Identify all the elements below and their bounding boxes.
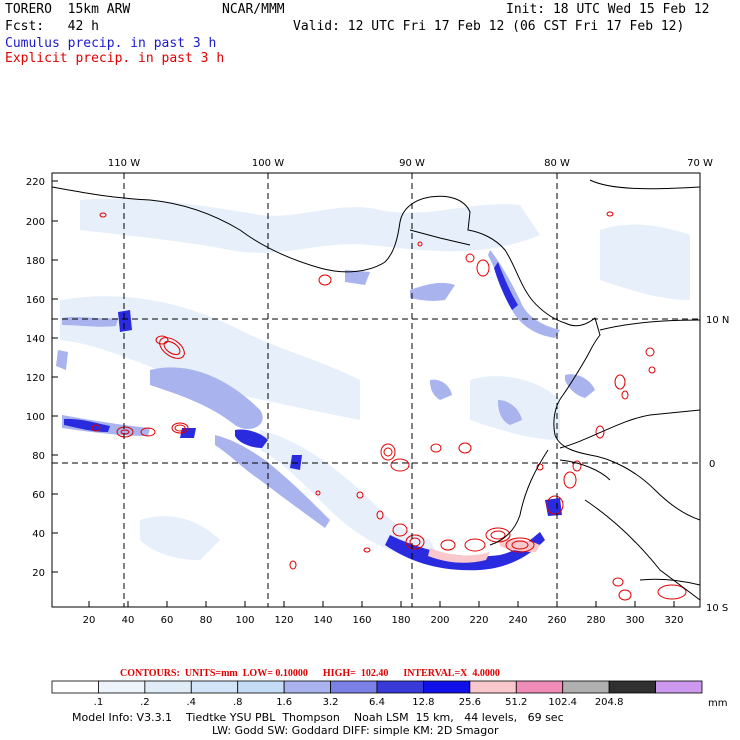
x-tick-label: 60 xyxy=(161,615,174,626)
colorbar-label: 6.4 xyxy=(369,697,385,708)
x-tick-label: 160 xyxy=(352,615,371,626)
x-tick-label: 220 xyxy=(469,615,488,626)
colorbar-swatch xyxy=(51,680,99,694)
lon-label: 80 W xyxy=(544,158,570,169)
lat-label: 0 xyxy=(709,459,715,470)
colorbar-label: 102.4 xyxy=(548,697,577,708)
x-tick-label: 40 xyxy=(122,615,135,626)
x-tick-label: 100 xyxy=(235,615,254,626)
y-tick-label: 40 xyxy=(32,529,45,540)
model-title: TORERO 15km ARW xyxy=(5,2,131,17)
y-tick-label: 80 xyxy=(32,451,45,462)
x-tick-label: 80 xyxy=(200,615,213,626)
colorbar-label: 51.2 xyxy=(505,697,527,708)
colorbar-swatch xyxy=(376,680,424,694)
colorbar-swatch xyxy=(144,680,192,694)
colorbar-label: 204.8 xyxy=(595,697,624,708)
colorbar-swatch xyxy=(562,680,610,694)
x-tick-label: 200 xyxy=(430,615,449,626)
y-tick-label: 140 xyxy=(26,334,45,345)
colorbar-swatch xyxy=(190,680,239,694)
coastlines xyxy=(51,179,701,601)
x-tick-label: 280 xyxy=(586,615,605,626)
color-bar: .1 .2 .4 .8 1.6 3.2 6.4 12.8 25.6 51.2 102.4 204.8 xyxy=(51,680,703,708)
x-tick-label: 300 xyxy=(625,615,644,626)
colorbar-swatch xyxy=(330,680,378,694)
colorbar-label: 1.6 xyxy=(276,697,292,708)
colorbar-swatch xyxy=(283,680,331,694)
x-tick-label: 320 xyxy=(664,615,683,626)
colorbar-swatch xyxy=(237,680,285,694)
y-tick-label: 60 xyxy=(32,490,45,501)
valid-time: Valid: 12 UTC Fri 17 Feb 12 (06 CST Fri … xyxy=(293,19,685,34)
contours-info: CONTOURS: UNITS=mm LOW= 0.10000 HIGH= 10… xyxy=(120,668,500,679)
lon-label: 100 W xyxy=(252,158,284,169)
colorbar-label: 3.2 xyxy=(323,697,339,708)
x-tick-label: 260 xyxy=(547,615,566,626)
lon-label: 90 W xyxy=(399,158,425,169)
colorbar-swatch xyxy=(608,680,656,694)
colorbar-swatch xyxy=(98,680,146,694)
y-tick-label: 160 xyxy=(26,295,45,306)
explicit-precip-contours xyxy=(91,211,687,601)
organization-label: NCAR/MMM xyxy=(222,2,285,17)
lon-label: 110 W xyxy=(108,158,140,169)
colorbar-swatch xyxy=(515,680,564,694)
model-info-line1: Model Info: V3.3.1 Tiedtke YSU PBL Thomp… xyxy=(72,711,564,724)
colorbar-label: .2 xyxy=(140,697,150,708)
x-tick-label: 240 xyxy=(508,615,527,626)
y-tick-label: 200 xyxy=(26,217,45,228)
x-tick-labels: 20 40 60 80 100 120 140 160 180 200 220 … xyxy=(83,615,684,626)
init-time: Init: 18 UTC Wed 15 Feb 12 xyxy=(506,2,710,17)
y-tick-label: 20 xyxy=(32,568,45,579)
x-tick-label: 20 xyxy=(83,615,96,626)
explicit-precip-fill xyxy=(428,539,540,563)
y-tick-label: 180 xyxy=(26,256,45,267)
y-tick-label: 100 xyxy=(26,412,45,423)
colorbar-label: 25.6 xyxy=(459,697,481,708)
y-tick-label: 120 xyxy=(26,373,45,384)
lat-label: 10 S xyxy=(706,603,728,614)
axis-ticks xyxy=(52,180,675,607)
field-label-explicit: Explicit precip. in past 3 h xyxy=(5,51,225,66)
colorbar-swatch xyxy=(655,680,703,694)
y-tick-labels: 220 200 180 160 140 120 100 80 60 40 20 xyxy=(26,177,45,579)
colorbar-label: .1 xyxy=(94,697,104,708)
x-tick-label: 140 xyxy=(313,615,332,626)
colorbar-swatch xyxy=(423,680,471,694)
colorbar-label: 12.8 xyxy=(412,697,434,708)
x-tick-label: 180 xyxy=(391,615,410,626)
cumulus-precip-medium xyxy=(56,250,595,528)
colorbar-label: .8 xyxy=(233,697,243,708)
lat-label: 10 N xyxy=(706,315,729,326)
y-tick-label: 220 xyxy=(26,177,45,188)
lon-label: 70 W xyxy=(687,158,713,169)
x-tick-label: 120 xyxy=(274,615,293,626)
model-info-line2: LW: Godd SW: Goddard DIFF: simple KM: 2D… xyxy=(212,724,499,737)
latlon-grid xyxy=(52,173,700,607)
forecast-hour: Fcst: 42 h xyxy=(5,19,99,34)
colorbar-swatch xyxy=(469,680,517,694)
colorbar-label: .4 xyxy=(187,697,197,708)
colorbar-unit: mm xyxy=(708,698,727,709)
field-label-cumulus: Cumulus precip. in past 3 h xyxy=(5,36,217,51)
